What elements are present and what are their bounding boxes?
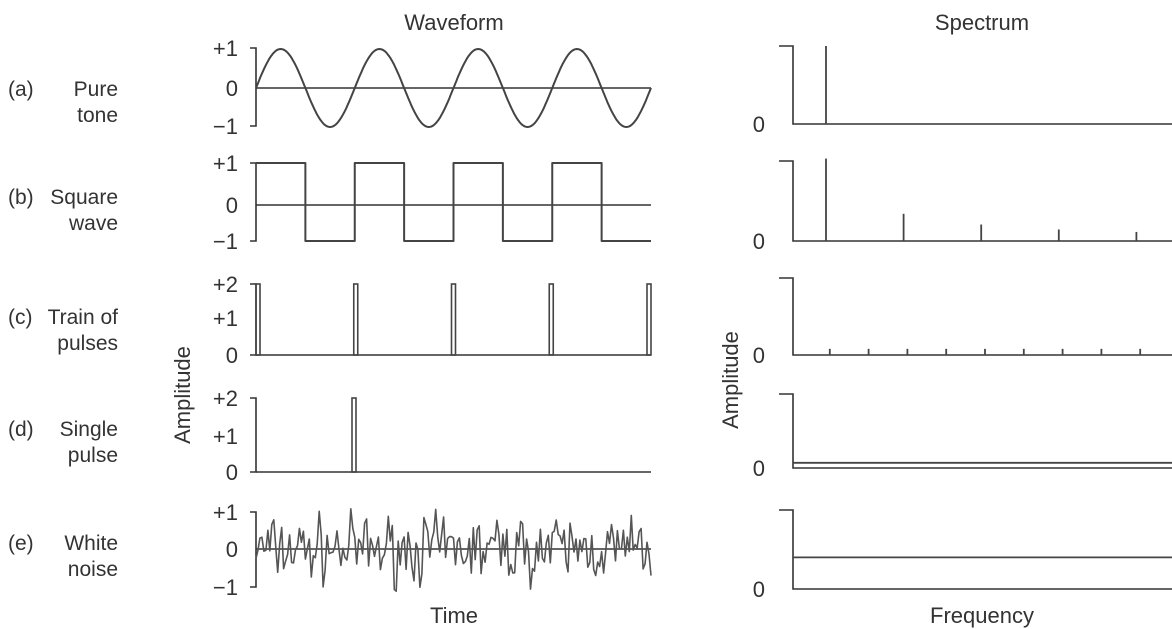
waveform-x-axis-label: Time <box>430 603 478 628</box>
row-e: (e) White noise +1 0 −1 0 <box>8 500 1172 602</box>
row-name-line: Pure <box>74 78 118 101</box>
sine-wave <box>255 48 652 128</box>
tick-label: 0 <box>226 460 238 485</box>
row-name-line: White <box>64 532 118 555</box>
spectrum-title: Spectrum <box>935 10 1029 35</box>
tick-label: −1 <box>213 575 238 600</box>
tick-label: 0 <box>226 537 238 562</box>
row-c: (c) Train of pulses +2 +1 0 0 <box>8 272 1172 368</box>
row-name-line: pulses <box>57 332 118 355</box>
spectrum-x-axis-label: Frequency <box>930 603 1034 628</box>
spectrum-y-axis-label: Amplitude <box>718 331 743 429</box>
row-letter: (d) <box>8 418 34 441</box>
pulse <box>351 397 357 473</box>
row-name-line: pulse <box>68 444 118 467</box>
waveform-y-axis <box>250 511 257 588</box>
spectrum-axes <box>779 277 1172 356</box>
row-name-line: tone <box>77 104 118 127</box>
noise-trace <box>255 508 652 592</box>
row-name-line: Train of <box>48 306 119 329</box>
row-name-line: Single <box>60 418 118 441</box>
tick-label: −1 <box>213 114 238 139</box>
row-name-line: noise <box>68 558 118 581</box>
row-letter: (a) <box>8 78 34 101</box>
row-name-line: Square <box>50 186 118 209</box>
tick-label: +1 <box>213 500 238 525</box>
waveform-y-axis <box>250 397 257 473</box>
row-a: (a) Pure tone +1 0 −1 0 <box>8 36 1172 139</box>
pulse <box>450 283 457 356</box>
row-letter: (e) <box>8 532 34 555</box>
tick-label: +2 <box>213 386 238 411</box>
spectrum-axes <box>779 393 1172 469</box>
tick-label: 0 <box>226 343 238 368</box>
spectrum-zero-label: 0 <box>753 229 765 254</box>
pulse <box>352 283 359 356</box>
tick-label: +2 <box>213 272 238 297</box>
tick-label: 0 <box>226 193 238 218</box>
pulse <box>255 283 261 356</box>
tick-label: +1 <box>213 306 238 331</box>
waveform-y-axis-label: Amplitude <box>170 346 195 444</box>
tick-label: +1 <box>213 151 238 176</box>
row-name-line: wave <box>68 212 118 235</box>
spectrum-axes <box>779 160 1172 242</box>
tick-label: +1 <box>213 36 238 61</box>
square-wave <box>256 162 651 242</box>
row-b: (b) Square wave +1 0 −1 0 <box>8 151 1172 254</box>
figure-rows: (a) Pure tone +1 0 −1 0 (b) Square wave +1 0 −1 0 (c) T… <box>8 36 1172 602</box>
spectrum-zero-label: 0 <box>753 577 765 602</box>
spectrum-zero-label: 0 <box>753 343 765 368</box>
spectrum-zero-label: 0 <box>753 112 765 137</box>
waveform-y-axis <box>250 162 257 242</box>
row-d: (d) Single pulse +2 +1 0 0 <box>8 386 1172 485</box>
pulse <box>646 283 652 356</box>
spectrum-zero-label: 0 <box>753 456 765 481</box>
tick-label: −1 <box>213 229 238 254</box>
waveform-y-axis <box>250 283 257 356</box>
tick-label: +1 <box>213 424 238 449</box>
row-letter: (b) <box>8 186 34 209</box>
waveform-y-axis <box>250 47 257 127</box>
spectrum-axes <box>779 45 1172 125</box>
tick-label: 0 <box>226 76 238 101</box>
spectrum-axes <box>779 509 1172 590</box>
row-letter: (c) <box>8 306 33 329</box>
pulse <box>548 283 555 356</box>
waveform-title: Waveform <box>404 10 503 35</box>
